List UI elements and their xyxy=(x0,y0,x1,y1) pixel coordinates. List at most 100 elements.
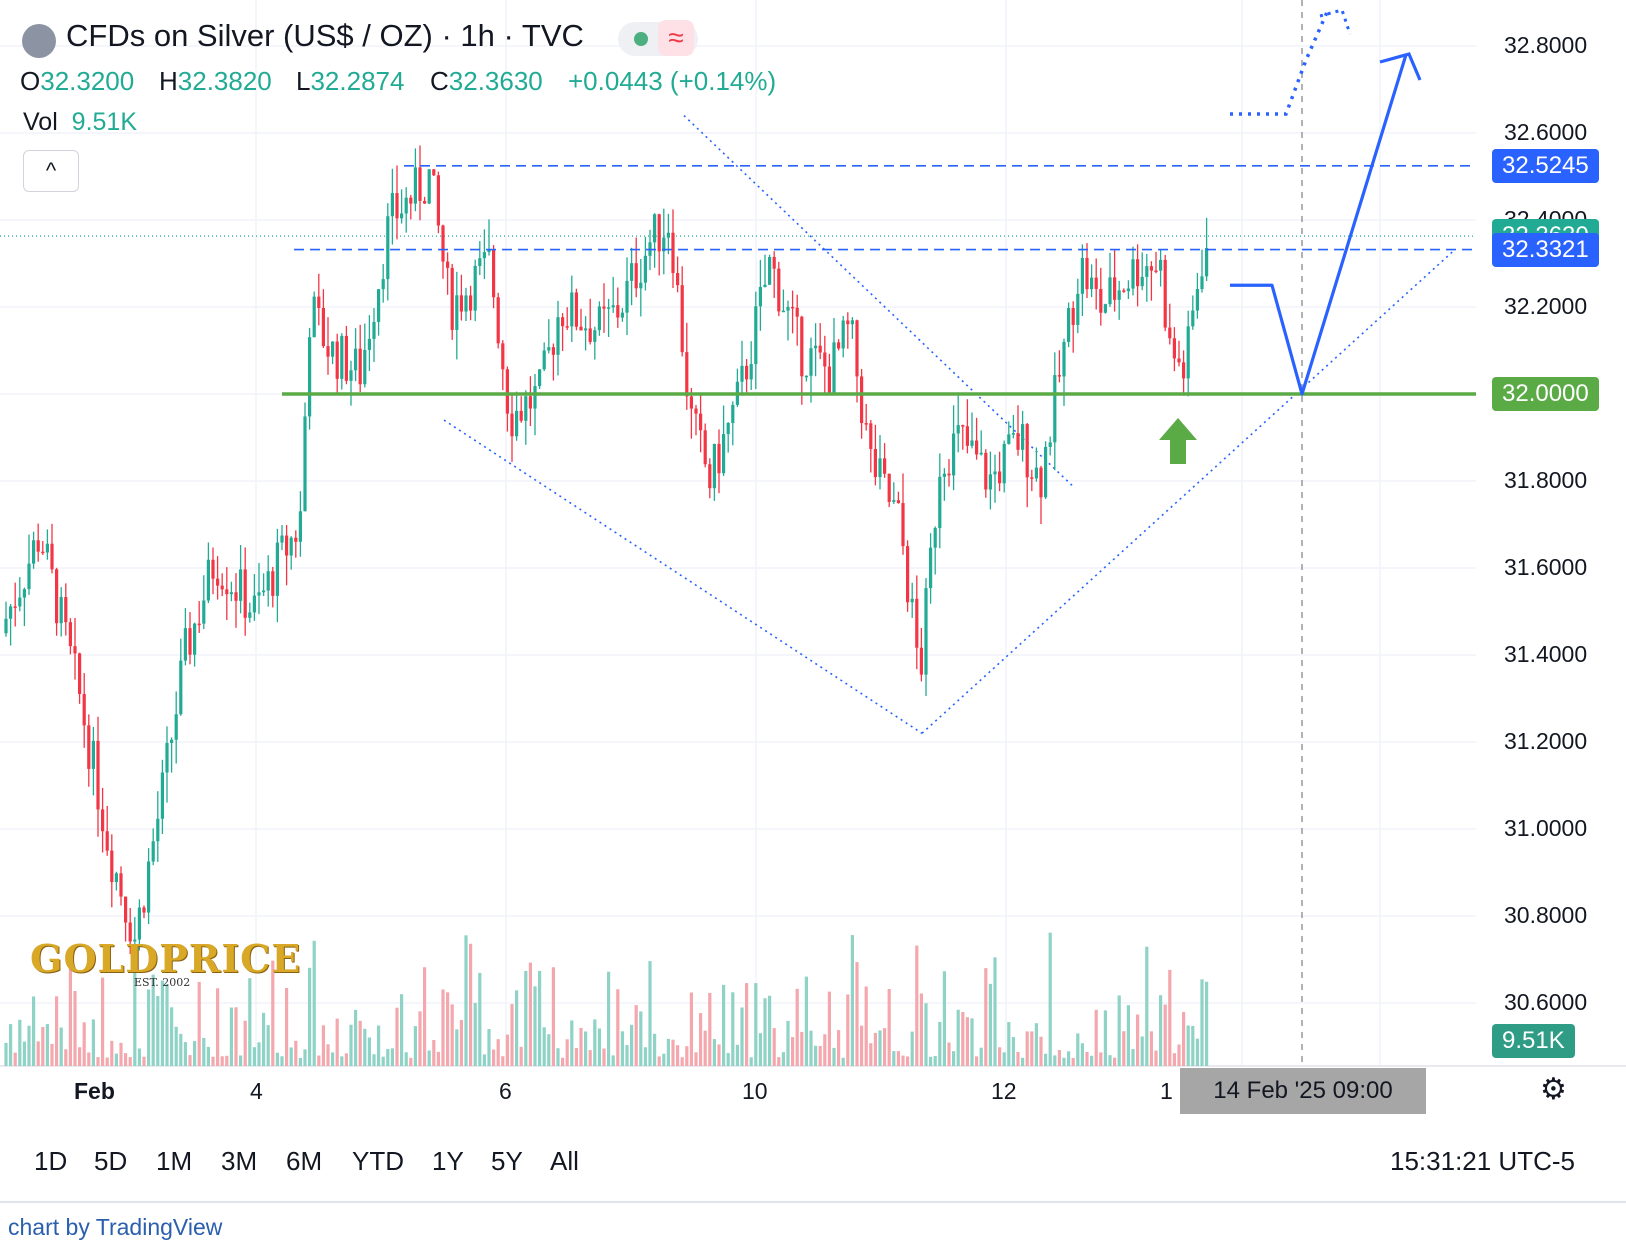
volume-bar xyxy=(4,1042,8,1066)
range-all-button[interactable]: All xyxy=(550,1146,579,1176)
y-tick-label: 31.2000 xyxy=(1504,728,1588,754)
volume-bar xyxy=(1021,1057,1025,1066)
candle-body xyxy=(395,193,399,219)
candle-body xyxy=(795,307,799,317)
candle-body xyxy=(473,266,477,311)
timezone-clock[interactable]: 15:31:21 UTC-5 xyxy=(1390,1146,1575,1176)
volume-bar xyxy=(630,1024,634,1066)
volume-bar xyxy=(924,1003,928,1066)
volume-bar xyxy=(372,1054,376,1066)
candle-body xyxy=(832,342,836,394)
volume-bar xyxy=(1149,1031,1153,1066)
volume-bar xyxy=(413,1026,417,1066)
volume-bar xyxy=(114,1053,118,1066)
volume-bar xyxy=(961,1011,965,1066)
volume-bar xyxy=(1113,1057,1117,1066)
collapse-legend-button[interactable]: ^ xyxy=(23,150,79,192)
volume-bar xyxy=(611,1055,615,1066)
candle-body xyxy=(340,335,344,379)
volume-bar xyxy=(335,1018,339,1066)
x-tick-6: 6 xyxy=(499,1078,512,1104)
candle-body xyxy=(248,612,252,618)
candle-body xyxy=(818,345,822,353)
volume-bar xyxy=(119,1042,123,1066)
candle-body xyxy=(965,426,969,446)
candle-body xyxy=(768,256,772,285)
volume-bar xyxy=(1025,1031,1029,1066)
candle-body xyxy=(763,284,767,287)
candle-body xyxy=(206,559,210,601)
candle-body xyxy=(607,307,611,309)
volume-bar xyxy=(1080,1043,1084,1066)
resistance-low-tag: 32.3321 xyxy=(1492,232,1599,267)
volume-bar xyxy=(1168,969,1172,1066)
volume-bar xyxy=(197,981,201,1066)
ohlc-open: O32.3200 xyxy=(20,66,135,96)
range-ytd-button[interactable]: YTD xyxy=(352,1146,404,1176)
volume-bar xyxy=(533,986,537,1066)
volume-bar xyxy=(634,1005,638,1066)
volume-bar xyxy=(41,1027,45,1066)
volume-bar xyxy=(933,1056,937,1066)
volume-bar xyxy=(896,1051,900,1066)
volume-bar xyxy=(855,962,859,1066)
goldprice-est: EST. 2002 xyxy=(134,976,191,989)
volume-bar xyxy=(1099,1052,1103,1066)
candle-body xyxy=(147,861,151,913)
candle-body xyxy=(197,623,201,626)
candle-body xyxy=(1122,290,1126,292)
volume-bar xyxy=(225,1055,229,1066)
symbol-title[interactable]: CFDs on Silver (US$ / OZ) · 1h · TVC xyxy=(66,18,584,53)
candle-body xyxy=(459,295,463,312)
volume-bar xyxy=(432,1040,436,1066)
volume-bar xyxy=(551,967,555,1066)
candle-body xyxy=(1205,248,1209,277)
settings-gear-icon[interactable]: ⚙ xyxy=(1540,1073,1567,1106)
volume-bar xyxy=(73,991,77,1066)
range-1d-button[interactable]: 1D xyxy=(34,1146,68,1176)
market-open-dot-icon xyxy=(634,32,648,46)
volume-bar xyxy=(1172,1053,1176,1066)
candle-body xyxy=(441,225,445,262)
volume-bar xyxy=(478,972,482,1066)
footer-divider xyxy=(0,1201,1626,1203)
range-5d-button[interactable]: 5D xyxy=(94,1146,128,1176)
y-tick-label: 31.0000 xyxy=(1504,815,1588,841)
candle-body xyxy=(841,320,845,349)
candle-body xyxy=(510,413,514,437)
volume-bar xyxy=(50,1043,54,1066)
volume-bar xyxy=(252,1047,256,1066)
y-tick-label: 32.2000 xyxy=(1504,293,1588,319)
volume-bar xyxy=(1200,979,1204,1066)
volume-bar xyxy=(524,970,528,1066)
trend-lines xyxy=(0,0,1476,1066)
candle-body xyxy=(211,559,215,579)
projection-overlay xyxy=(282,8,1476,464)
range-6m-button[interactable]: 6M xyxy=(286,1146,323,1176)
volume-bar xyxy=(988,983,992,1066)
range-3m-button[interactable]: 3M xyxy=(221,1146,258,1176)
candle-body xyxy=(731,404,735,423)
volume-bar xyxy=(657,1056,661,1066)
candle-body xyxy=(455,295,459,330)
candle-body xyxy=(620,312,624,318)
volume-bar xyxy=(427,1050,431,1066)
tradingview-credit-link[interactable]: chart by TradingView xyxy=(8,1214,223,1240)
range-1m-button[interactable]: 1M xyxy=(156,1146,193,1176)
volume-bar xyxy=(239,1055,243,1066)
range-5y-button[interactable]: 5Y xyxy=(491,1146,523,1176)
volume-bar xyxy=(133,964,137,1066)
candle-body xyxy=(73,646,77,654)
candle-body xyxy=(722,434,726,474)
range-1y-button[interactable]: 1Y xyxy=(432,1146,464,1176)
candle-body xyxy=(653,214,657,243)
candle-body xyxy=(892,500,896,502)
candle-body xyxy=(432,169,436,176)
volume-bar xyxy=(409,1057,413,1066)
volume-bar xyxy=(271,960,275,1066)
volume-bar xyxy=(579,1027,583,1066)
volume-bar xyxy=(59,1027,63,1066)
volume-bar xyxy=(193,1041,197,1066)
volume-bar xyxy=(206,1046,210,1066)
